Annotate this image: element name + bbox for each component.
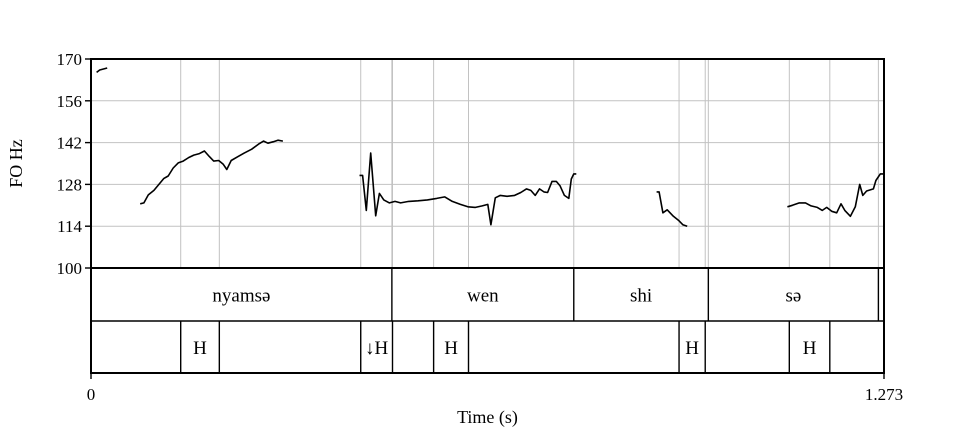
tone-label: H: [803, 338, 817, 359]
pitch-contour-line: [96, 67, 108, 74]
word-label: wen: [467, 286, 499, 307]
x-tick-label: 1.273: [865, 385, 903, 404]
y-tick-label: 114: [57, 217, 82, 236]
y-tick-label: 170: [57, 50, 83, 69]
y-tick-label: 100: [57, 259, 83, 278]
pitch-contour-line: [140, 139, 284, 205]
annotation-tiers: nyamsə wen shi sə H ↓H H H H: [91, 268, 884, 373]
grid-lines: [91, 59, 884, 268]
word-label: shi: [630, 286, 652, 307]
y-axis-label: FO Hz: [6, 139, 26, 188]
x-tick-label: 0: [87, 385, 96, 404]
tone-label: ↓H: [365, 338, 389, 359]
x-axis-label: Time (s): [457, 407, 518, 428]
pitch-contour-line: [656, 191, 688, 227]
y-tick-label: 128: [57, 175, 83, 194]
pitch-series-group: [96, 67, 884, 227]
axes: 100 114 128 142 156 170 0 1.273 FO Hz Time (s): [6, 50, 903, 428]
pitch-contour-line: [359, 152, 577, 226]
y-tick-label: 142: [57, 134, 83, 153]
tone-label: H: [193, 338, 207, 359]
tone-label: H: [685, 338, 699, 359]
pitch-contour-line: [787, 173, 884, 218]
word-label: nyamsə: [212, 286, 270, 307]
plot-frame: [90, 58, 885, 374]
word-label: sə: [785, 286, 801, 307]
tone-label: H: [444, 338, 458, 359]
y-tick-label: 156: [57, 92, 83, 111]
